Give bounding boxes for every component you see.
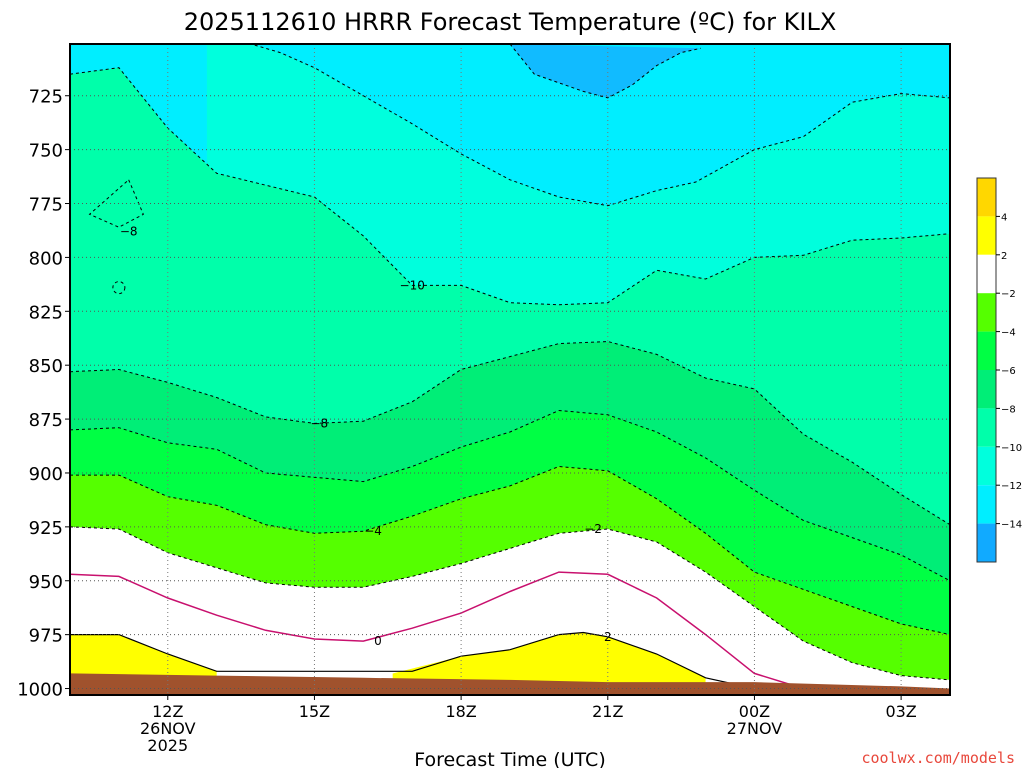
y-tick-label: 925 (29, 518, 63, 539)
y-tick-label: 825 (29, 302, 63, 323)
x-axis-title: Forecast Time (UTC) (414, 749, 605, 768)
x-tick-label: 03Z (885, 702, 916, 721)
x-tick-label: 27NOV (727, 719, 783, 738)
colorbar-swatch (977, 254, 996, 294)
chart-title: 2025112610 HRRR Forecast Temperature (ºC… (184, 8, 837, 36)
contour-label: −2 (584, 522, 602, 536)
terrain (70, 673, 950, 695)
plot-area: −8 −10 −8 −4 −2 0 2 (69, 43, 951, 696)
colorbar-label: −6 (1001, 366, 1016, 377)
contour-label: −8 (120, 225, 138, 239)
contour-label: −8 (310, 416, 328, 430)
contour-label: −4 (364, 524, 382, 538)
contour-line-minus-8 (70, 340, 950, 526)
y-tick-label: 750 (29, 141, 63, 162)
contour-fills (70, 44, 950, 695)
colorbar-label: −2 (1001, 289, 1016, 300)
colorbar-label: −14 (1001, 520, 1022, 531)
contour-line-minus-10 (70, 67, 950, 306)
contour-line-minus-14 (206, 44, 950, 207)
contour-line-minus-6 (70, 409, 950, 582)
x-tick-label: 12Z (152, 702, 183, 721)
colorbar-swatch (977, 408, 996, 447)
y-tick-label: 975 (29, 626, 63, 647)
x-tick-label: 21Z (592, 702, 623, 721)
contour-line-minus-4 (70, 465, 950, 636)
contour-line-2 (70, 631, 755, 690)
colorbar-label: −8 (1001, 404, 1016, 415)
contour-minus-8-pocket (88, 178, 144, 228)
y-tick-label: 900 (29, 464, 63, 485)
contour-label: 0 (374, 634, 382, 648)
y-tick-label: 800 (29, 248, 63, 269)
x-tick-label: 26NOV (140, 719, 196, 738)
contour-line-0 (70, 571, 853, 694)
colorbar-swatch (977, 331, 996, 370)
y-tick-label: 950 (29, 572, 63, 593)
x-tick-label: 00Z (739, 702, 770, 721)
colorbar-swatch (977, 485, 996, 524)
y-tick-label: 725 (29, 87, 63, 108)
y-tick-label: 775 (29, 195, 63, 216)
plot-frame (69, 43, 951, 696)
colorbar-swatch (977, 293, 996, 332)
colorbar-label: −10 (1001, 443, 1022, 454)
colorbar-swatch (977, 446, 996, 486)
colorbar-swatch (977, 178, 996, 217)
colorbar-swatch (977, 523, 996, 562)
contour-label: 2 (604, 630, 612, 644)
colorbar-label: −4 (1001, 328, 1016, 339)
contour-label: −10 (400, 278, 425, 292)
x-tick-label: 2025 (147, 736, 188, 755)
colorbar-swatch (977, 370, 996, 409)
colorbar-swatch (977, 216, 996, 255)
colorbar: 4 2 −2 −4 −6 −8 −10 −12 −14 (976, 177, 1022, 563)
y-tick-label: 850 (29, 356, 63, 377)
colorbar-label: 4 (1001, 212, 1007, 223)
contour-minus-8-dot (112, 281, 126, 295)
band-minus-14 (510, 44, 701, 98)
colorbar-label: −12 (1001, 481, 1022, 492)
credit-text: coolwx.com/models (861, 749, 1015, 767)
y-tick-label: 1000 (17, 680, 63, 701)
x-tick-label: 18Z (445, 702, 476, 721)
colorbar-label: 2 (1001, 251, 1007, 262)
grid (70, 44, 950, 695)
y-axis: 725 750 775 800 825 850 875 900 925 950 975 1000 (17, 87, 70, 701)
x-tick-label: 15Z (299, 702, 330, 721)
y-tick-label: 875 (29, 410, 63, 431)
